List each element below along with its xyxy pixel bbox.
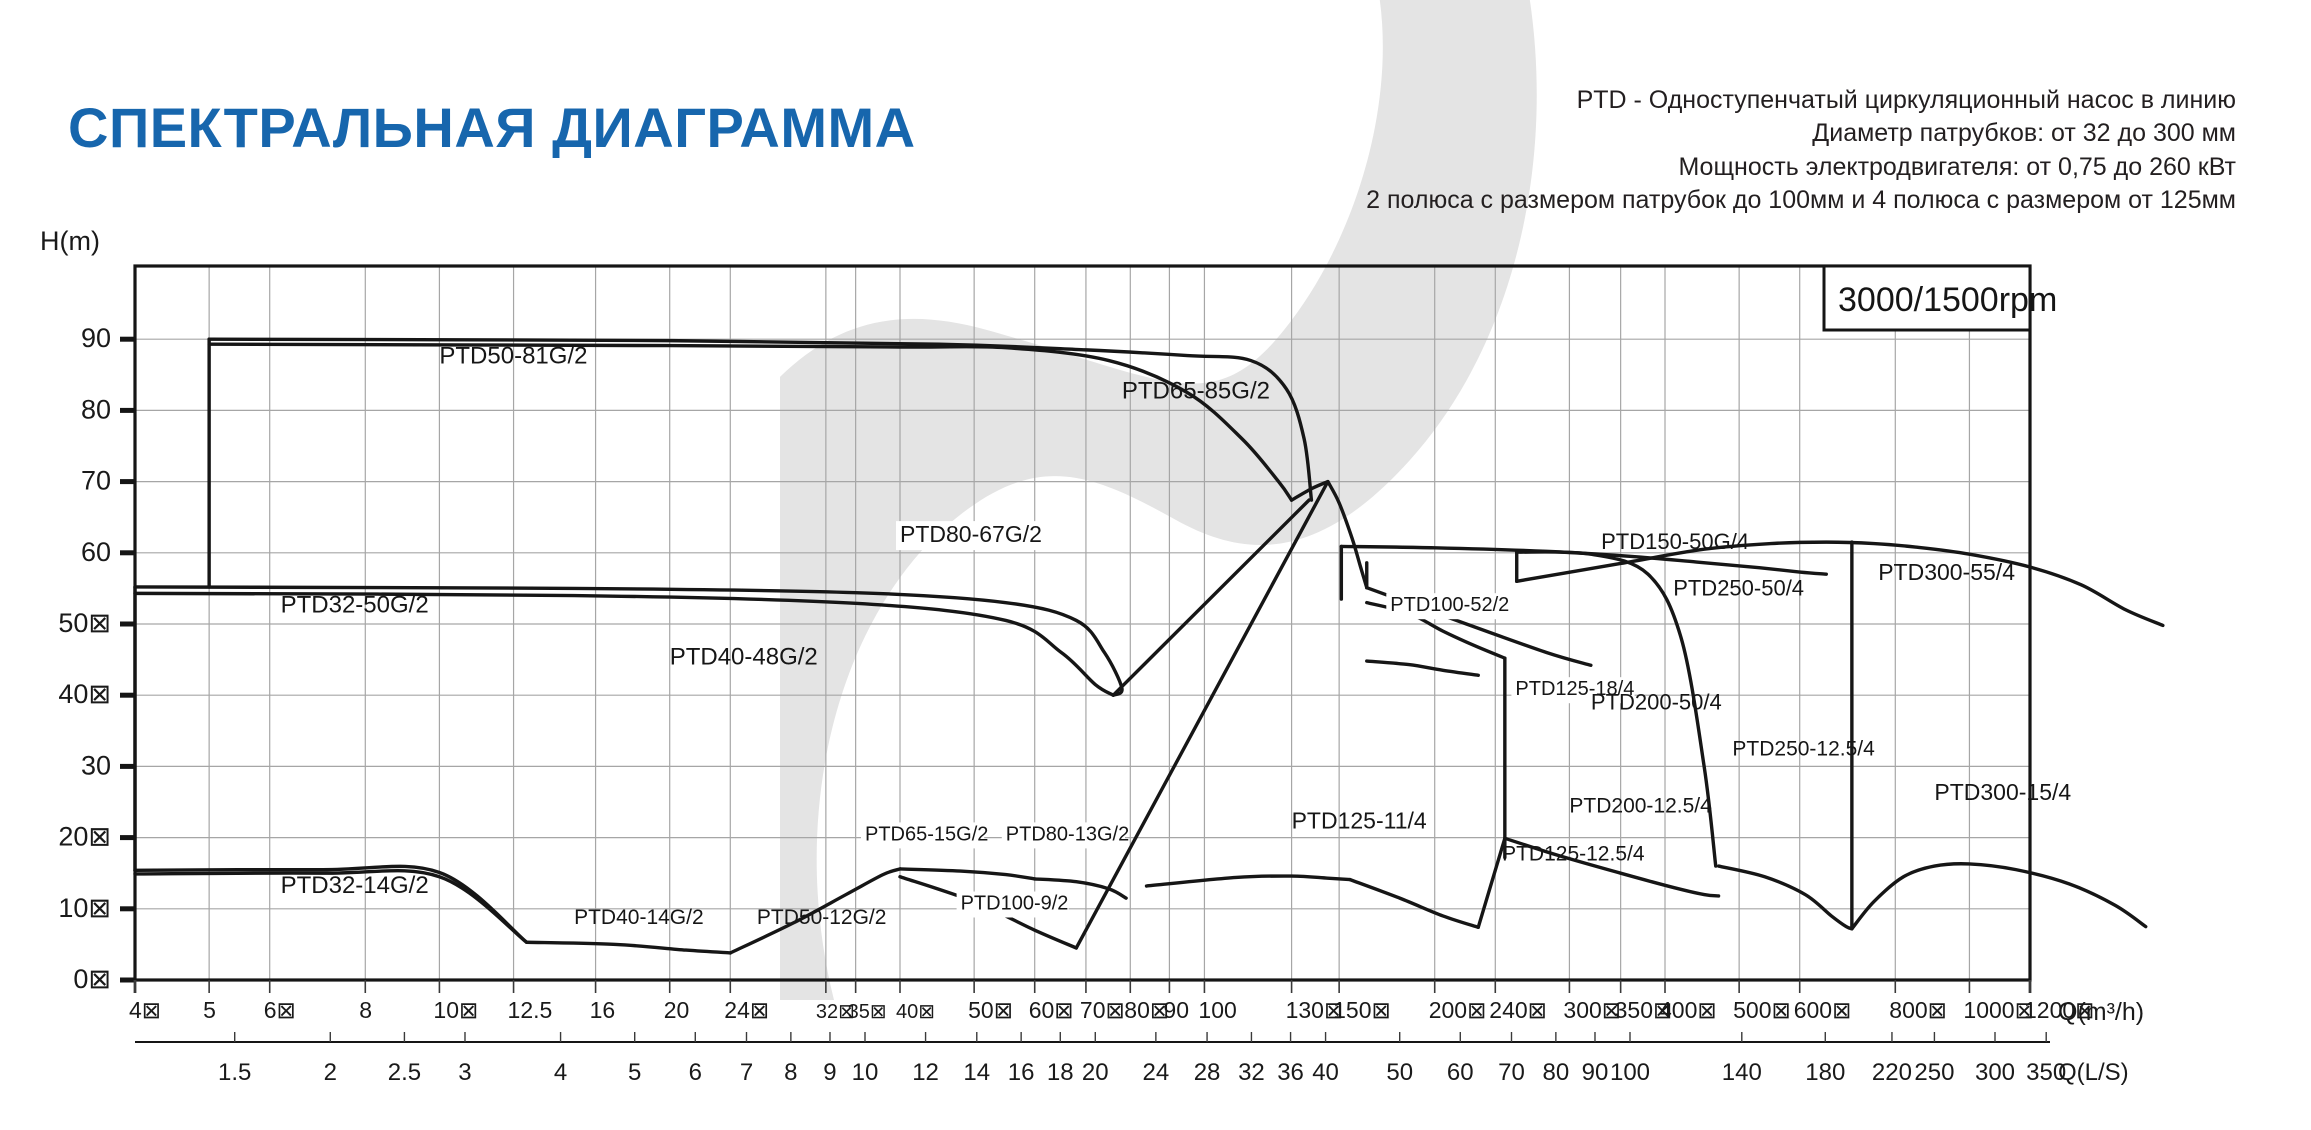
svg-text:PTD200-50/4: PTD200-50/4 [1591,689,1722,714]
svg-text:20: 20 [664,997,690,1023]
svg-text:250: 250 [1914,1059,1954,1086]
svg-text:30: 30 [81,750,111,780]
svg-text:100: 100 [1198,997,1236,1023]
svg-text:PTD100-52/2: PTD100-52/2 [1390,594,1509,616]
svg-text:PTD300-15/4: PTD300-15/4 [1934,779,2071,805]
svg-text:8: 8 [359,997,372,1023]
svg-text:1.5: 1.5 [218,1059,251,1086]
svg-text:PTD200-12.5/4: PTD200-12.5/4 [1569,795,1712,818]
svg-text:PTD50-12G/2: PTD50-12G/2 [757,906,887,929]
svg-text:90: 90 [1163,997,1189,1023]
svg-text:50⊠: 50⊠ [58,608,111,638]
svg-text:PTD125-11/4: PTD125-11/4 [1292,807,1427,833]
svg-text:70⊠: 70⊠ [1080,997,1125,1023]
svg-text:PTD250-50/4: PTD250-50/4 [1673,576,1804,601]
svg-text:PTD100-9/2: PTD100-9/2 [961,893,1069,915]
svg-text:140: 140 [1722,1059,1762,1086]
svg-text:70: 70 [81,466,111,496]
svg-text:Q(L/S): Q(L/S) [2058,1059,2129,1086]
svg-text:H(m): H(m) [40,226,100,256]
svg-text:PTD250-12.5/4: PTD250-12.5/4 [1732,738,1875,761]
svg-text:PTD65-85G/2: PTD65-85G/2 [1122,377,1270,404]
svg-text:90: 90 [1582,1059,1609,1086]
svg-text:18: 18 [1047,1059,1074,1086]
svg-text:PTD125-12.5/4: PTD125-12.5/4 [1502,842,1645,865]
svg-text:12.5: 12.5 [508,997,553,1023]
svg-text:5: 5 [628,1059,641,1086]
svg-text:40⊠: 40⊠ [896,1001,935,1023]
svg-text:50⊠: 50⊠ [968,997,1013,1023]
svg-text:10⊠: 10⊠ [433,997,478,1023]
svg-text:2.5: 2.5 [388,1059,421,1086]
svg-text:4: 4 [554,1059,567,1086]
svg-text:500⊠: 500⊠ [1733,997,1791,1023]
svg-text:Q(m³/h): Q(m³/h) [2058,998,2144,1026]
svg-text:9: 9 [823,1059,836,1086]
svg-text:6⊠: 6⊠ [264,997,296,1023]
svg-text:16: 16 [590,997,616,1023]
svg-text:150⊠: 150⊠ [1333,997,1391,1023]
svg-text:40⊠: 40⊠ [58,679,111,709]
svg-text:5: 5 [203,997,216,1023]
svg-text:2: 2 [324,1059,337,1086]
svg-text:80⊠: 80⊠ [1124,997,1169,1023]
svg-text:0⊠: 0⊠ [73,964,111,994]
svg-text:80: 80 [1543,1059,1570,1086]
svg-text:PTD150-50G/4: PTD150-50G/4 [1601,529,1749,554]
svg-text:600⊠: 600⊠ [1794,997,1852,1023]
svg-text:35⊠: 35⊠ [848,1001,887,1023]
svg-text:4⊠: 4⊠ [129,997,161,1023]
svg-text:20: 20 [1082,1059,1109,1086]
svg-text:PTD65-15G/2: PTD65-15G/2 [865,823,988,845]
svg-text:800⊠: 800⊠ [1889,997,1947,1023]
svg-text:60⊠: 60⊠ [1029,997,1074,1023]
svg-text:3000/1500rpm: 3000/1500rpm [1838,281,2057,319]
svg-text:60: 60 [81,537,111,567]
svg-text:70: 70 [1498,1059,1525,1086]
svg-text:8: 8 [784,1059,797,1086]
svg-text:PTD40-14G/2: PTD40-14G/2 [574,906,704,929]
svg-text:12: 12 [912,1059,939,1086]
svg-text:PTD300-55/4: PTD300-55/4 [1878,559,2015,585]
svg-text:240⊠: 240⊠ [1489,997,1547,1023]
svg-text:24: 24 [1143,1059,1170,1086]
svg-text:3: 3 [458,1059,471,1086]
svg-text:PTD80-13G/2: PTD80-13G/2 [1006,823,1129,845]
svg-text:10: 10 [852,1059,879,1086]
svg-text:220: 220 [1872,1059,1912,1086]
svg-text:7: 7 [740,1059,753,1086]
svg-text:90: 90 [81,323,111,353]
svg-text:PTD80-67G/2: PTD80-67G/2 [900,521,1042,547]
svg-text:300⊠: 300⊠ [1563,997,1621,1023]
svg-text:100: 100 [1610,1059,1650,1086]
svg-text:36: 36 [1277,1059,1304,1086]
svg-text:28: 28 [1194,1059,1221,1086]
svg-text:PTD32-50G/2: PTD32-50G/2 [281,592,429,619]
svg-text:PTD40-48G/2: PTD40-48G/2 [670,644,818,671]
svg-text:10⊠: 10⊠ [58,893,111,923]
svg-text:60: 60 [1447,1059,1474,1086]
svg-text:40: 40 [1312,1059,1339,1086]
svg-text:PTD50-81G/2: PTD50-81G/2 [439,342,587,369]
svg-text:300: 300 [1975,1059,2015,1086]
svg-text:PTD32-14G/2: PTD32-14G/2 [281,872,429,899]
svg-text:80: 80 [81,394,111,424]
svg-text:20⊠: 20⊠ [58,822,111,852]
svg-text:16: 16 [1008,1059,1035,1086]
svg-text:50: 50 [1386,1059,1413,1086]
svg-text:180: 180 [1805,1059,1845,1086]
svg-text:24⊠: 24⊠ [724,997,769,1023]
svg-text:200⊠: 200⊠ [1429,997,1487,1023]
svg-text:400⊠: 400⊠ [1659,997,1717,1023]
svg-text:32: 32 [1238,1059,1265,1086]
svg-text:6: 6 [689,1059,702,1086]
svg-text:14: 14 [963,1059,990,1086]
